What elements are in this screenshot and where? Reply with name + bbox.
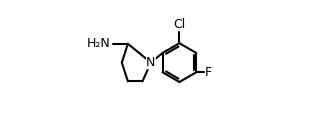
Text: Cl: Cl bbox=[173, 18, 186, 31]
Text: H₂N: H₂N bbox=[87, 37, 111, 50]
Text: N: N bbox=[146, 56, 156, 69]
Text: F: F bbox=[205, 66, 212, 79]
